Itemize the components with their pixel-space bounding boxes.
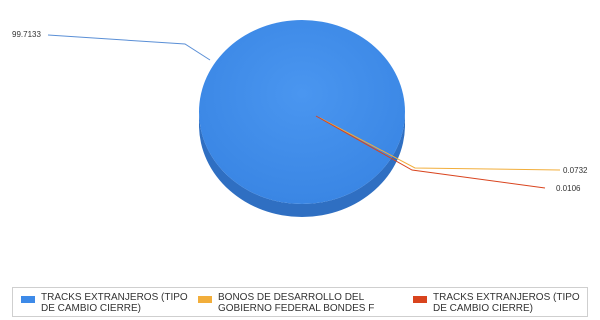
legend-swatch bbox=[21, 296, 35, 303]
legend-swatch bbox=[413, 296, 427, 303]
data-label: 0.0732 bbox=[563, 166, 588, 175]
legend: TRACKS EXTRANJEROS (TIPO DE CAMBIO CIERR… bbox=[12, 287, 588, 317]
legend-item-tracks-1[interactable]: TRACKS EXTRANJEROS (TIPO DE CAMBIO CIERR… bbox=[21, 292, 201, 314]
legend-swatch bbox=[198, 296, 212, 303]
pie-slice-tracks-extranjeros[interactable] bbox=[199, 20, 405, 204]
legend-item-tracks-2[interactable]: TRACKS EXTRANJEROS (TIPO DE CAMBIO CIERR… bbox=[413, 292, 593, 314]
legend-label: BONOS DE DESARROLLO DEL GOBIERNO FEDERAL… bbox=[218, 292, 375, 314]
pie-chart: 99.7133 0.0732 0.0106 bbox=[12, 20, 588, 217]
data-label: 0.0106 bbox=[556, 184, 581, 193]
legend-label: TRACKS EXTRANJEROS (TIPO DE CAMBIO CIERR… bbox=[433, 292, 580, 314]
leader-line bbox=[319, 117, 561, 171]
legend-label: TRACKS EXTRANJEROS (TIPO DE CAMBIO CIERR… bbox=[41, 292, 188, 314]
leader-line bbox=[47, 34, 211, 61]
data-label: 99.7133 bbox=[12, 30, 41, 39]
legend-item-bonos[interactable]: BONOS DE DESARROLLO DEL GOBIERNO FEDERAL… bbox=[198, 292, 403, 314]
leader-line bbox=[315, 115, 546, 189]
